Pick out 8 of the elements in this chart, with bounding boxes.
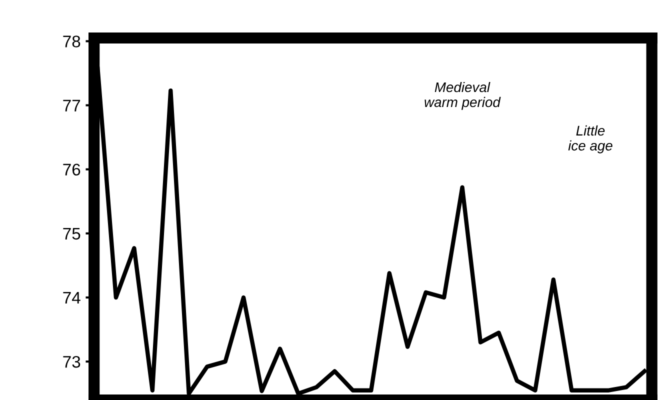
y-tick-label: 74 [63, 292, 80, 304]
annotation: Little ice age [568, 125, 612, 154]
y-tick-label: 73 [63, 356, 80, 368]
y-tick-label: 77 [63, 100, 80, 112]
y-tick-label: 78 [63, 36, 80, 48]
y-tick-label: 76 [63, 164, 80, 176]
annotation: Medieval warm period [424, 82, 501, 110]
y-tick-label: 75 [63, 228, 80, 240]
